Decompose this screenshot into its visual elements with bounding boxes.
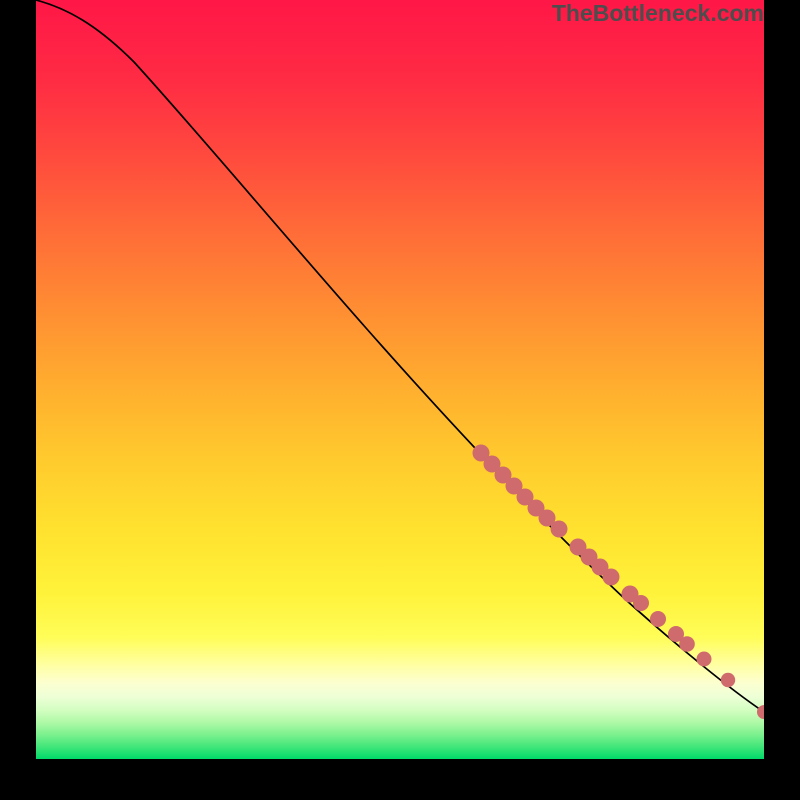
svg-text:TheBottleneck.com: TheBottleneck.com (552, 0, 764, 26)
chart-frame-bottom (0, 759, 800, 800)
watermark: TheBottleneck.com (0, 0, 800, 800)
chart-frame-right (764, 0, 800, 800)
chart-frame-left (0, 0, 36, 800)
